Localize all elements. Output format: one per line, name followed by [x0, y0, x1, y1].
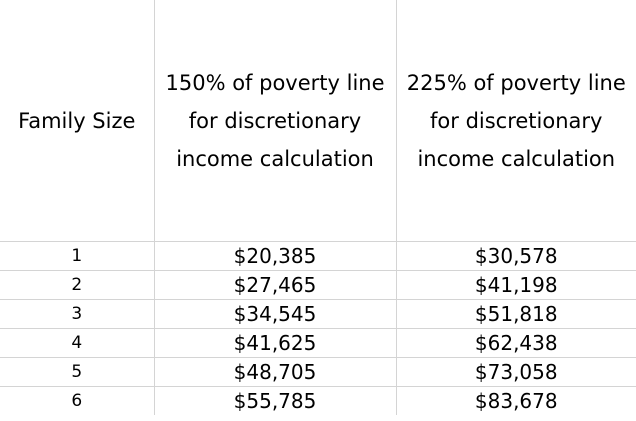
income-150-cell[interactable]: $48,705 — [153, 357, 396, 387]
income-150-cell[interactable]: $27,465 — [153, 270, 396, 300]
income-150-cell[interactable]: $41,625 — [153, 328, 396, 358]
family-size-cell[interactable]: 3 — [0, 299, 154, 329]
family-size-cell[interactable]: 6 — [0, 386, 154, 415]
table-row: 1 $20,385 $30,578 — [0, 241, 636, 271]
income-150-cell[interactable]: $55,785 — [153, 386, 396, 415]
income-225-cell[interactable]: $83,678 — [395, 386, 636, 415]
table-row: 6 $55,785 $83,678 — [0, 386, 636, 415]
income-225-cell[interactable]: $51,818 — [395, 299, 636, 329]
income-225-cell[interactable]: $30,578 — [395, 241, 636, 271]
income-225-cell[interactable]: $62,438 — [395, 328, 636, 358]
table-row: 5 $48,705 $73,058 — [0, 357, 636, 387]
header-cell-225-percent[interactable]: 225% of poverty line for discretionary i… — [395, 0, 636, 242]
table-row: 4 $41,625 $62,438 — [0, 328, 636, 358]
header-150-percent: 150% of poverty line for discretionary i… — [165, 70, 385, 171]
family-size-cell[interactable]: 1 — [0, 241, 154, 271]
header-row: Family Size 150% of poverty line for dis… — [0, 0, 636, 242]
header-cell-150-percent[interactable]: 150% of poverty line for discretionary i… — [153, 0, 396, 242]
header-225-percent: 225% of poverty line for discretionary i… — [406, 70, 626, 171]
family-size-cell[interactable]: 5 — [0, 357, 154, 387]
table-row: 3 $34,545 $51,818 — [0, 299, 636, 329]
income-150-cell[interactable]: $34,545 — [153, 299, 396, 329]
table-row: 2 $27,465 $41,198 — [0, 270, 636, 300]
header-family-size: Family Size — [18, 108, 136, 133]
income-225-cell[interactable]: $73,058 — [395, 357, 636, 387]
income-150-cell[interactable]: $20,385 — [153, 241, 396, 271]
income-225-cell[interactable]: $41,198 — [395, 270, 636, 300]
family-size-cell[interactable]: 4 — [0, 328, 154, 358]
family-size-cell[interactable]: 2 — [0, 270, 154, 300]
header-cell-family-size[interactable]: Family Size — [0, 0, 154, 242]
